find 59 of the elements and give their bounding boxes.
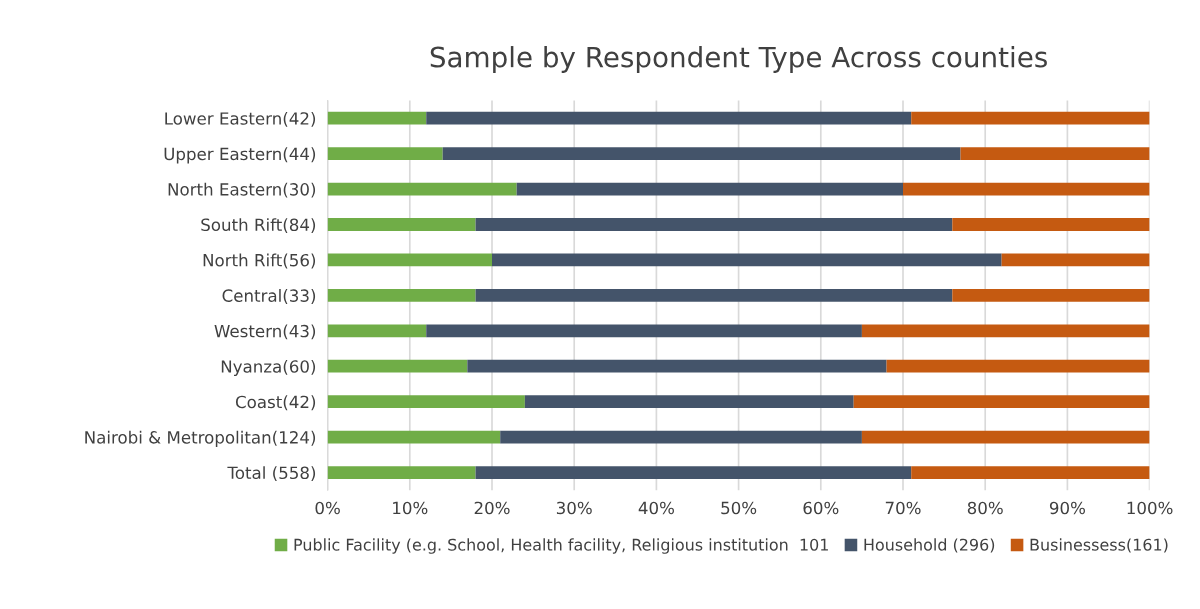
bar [426,111,912,125]
bar [442,147,961,161]
bar [426,324,862,338]
bar [853,395,1150,409]
bar [861,324,1150,338]
bar [886,359,1150,373]
bar [524,395,854,409]
bar [327,147,443,161]
bar [475,288,953,302]
bar [1001,253,1150,267]
legend-label: Public Facility (e.g. School, Health facility, Religious institution 101 [294,538,828,554]
y-tick-label: South Rift(84) [201,218,316,234]
y-tick-label: Central(33) [222,289,316,304]
bar [327,395,525,409]
x-tick-label: 0% [315,501,340,515]
bar [960,147,1150,161]
bar [475,466,912,479]
x-tick-label: 80% [967,501,1003,515]
bar [327,466,476,479]
bar [952,288,1150,302]
bar [911,111,1150,125]
legend-label: Household (296) [864,538,995,553]
bar [327,288,476,302]
x-tick-label: 60% [803,501,839,515]
bar [492,253,1002,267]
bar [327,111,427,125]
bar [327,218,476,231]
bar [861,430,1150,444]
y-tick-label: Western(43) [214,324,316,340]
bar [903,182,1150,196]
chart-title: Sample by Respondent Type Across counties [430,46,1047,73]
bar [500,430,862,444]
x-tick-label: 70% [885,501,921,515]
y-tick-label: Coast(42) [235,395,316,411]
legend-label: Businessess(161) [1030,538,1168,553]
bar [475,218,953,231]
x-tick-label: 50% [721,501,757,515]
bar [911,466,1150,479]
bar [327,430,501,444]
x-tick-label: 40% [638,501,674,515]
y-tick-label: Upper Eastern(44) [164,147,316,164]
y-tick-label: North Rift(56) [203,253,316,269]
x-tick-label: 20% [474,501,510,515]
y-tick-label: Nairobi & Metropolitan(124) [85,430,316,447]
x-tick-label: 100% [1127,501,1173,515]
y-tick-label: Nyanza(60) [221,359,316,377]
y-tick-label: Total (558) [227,466,316,482]
bar [467,359,887,373]
bar [327,253,492,267]
bar [516,182,903,196]
x-tick-label: 10% [393,501,428,515]
y-tick-label: Lower Eastern(42) [165,111,316,127]
x-tick-label: 90% [1049,501,1085,515]
x-tick-label: 30% [556,501,592,515]
bar [327,359,468,373]
bar [327,182,517,196]
y-tick-label: North Eastern(30) [168,182,316,198]
bar [952,218,1150,231]
bar [327,324,427,338]
